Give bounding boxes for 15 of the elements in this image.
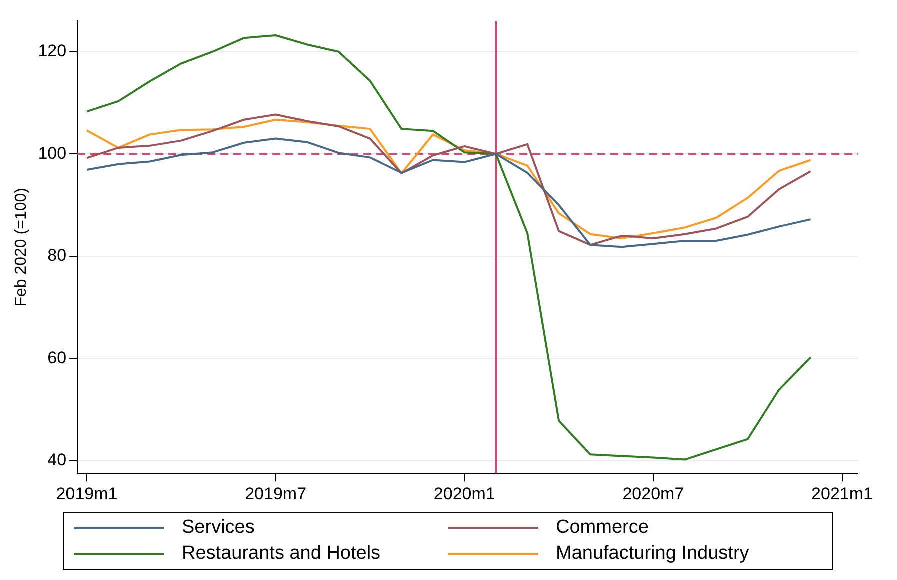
- legend-label: Restaurants and Hotels: [182, 543, 381, 565]
- legend-label: Commerce: [556, 517, 649, 539]
- legend-label: Services: [182, 517, 255, 539]
- x-tick-label: 2021m1: [812, 484, 873, 504]
- y-tick-label: 40: [48, 450, 67, 470]
- legend-label: Manufacturing Industry: [556, 543, 750, 565]
- x-tick-label: 2019m1: [56, 484, 118, 504]
- x-tick-label: 2020m7: [622, 484, 684, 504]
- x-tick-label: 2019m7: [245, 484, 307, 504]
- y-tick-label: 60: [48, 348, 67, 368]
- y-axis-title: Feb 2020 (=100): [13, 188, 30, 307]
- x-tick-label: 2020m1: [434, 484, 496, 504]
- y-tick-label: 80: [48, 246, 67, 266]
- y-tick-label: 100: [38, 144, 67, 163]
- y-tick-label: 120: [38, 42, 67, 61]
